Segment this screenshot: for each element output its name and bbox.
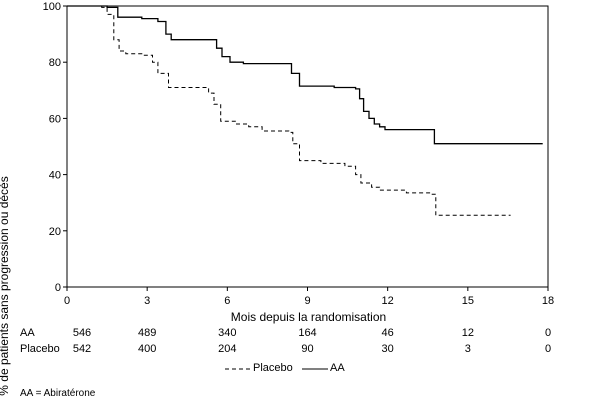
risk-value: 46: [381, 327, 394, 339]
risk-value: 489: [137, 327, 157, 339]
x-tick-label: 9: [304, 295, 310, 307]
x-tick-label: 15: [462, 295, 474, 307]
risk-value: 546: [72, 327, 92, 339]
x-tick-label: 3: [144, 295, 150, 307]
footnote: AA = Abiratérone: [20, 388, 96, 399]
risk-row-aa: AA 546 489 340 164 46 12 0: [0, 327, 603, 341]
risk-row-label: Placebo: [20, 343, 60, 355]
risk-row-label: AA: [20, 327, 35, 339]
y-tick-label: 20: [49, 226, 61, 238]
y-tick-label: 40: [49, 170, 61, 182]
legend-label-aa: AA: [330, 362, 345, 374]
risk-value: 3: [464, 343, 471, 355]
plot-frame: [66, 5, 549, 288]
series-line-placebo: [67, 5, 511, 216]
y-tick-label: 100: [43, 1, 61, 13]
risk-row-placebo: Placebo 542 400 204 90 30 3 0: [0, 343, 603, 357]
x-tick-label: 18: [542, 295, 554, 307]
y-axis-ticks: 0 20 40 60 80 100: [43, 1, 67, 294]
legend-label-placebo: Placebo: [253, 362, 293, 374]
risk-value: 0: [544, 343, 552, 355]
x-axis-ticks: 0 3 6 9 12 15 18: [64, 287, 554, 307]
y-tick-label: 80: [49, 57, 61, 69]
y-tick-label: 0: [55, 282, 61, 294]
risk-value: 12: [461, 327, 474, 339]
risk-value: 542: [72, 343, 92, 355]
series-line-aa: [67, 5, 543, 145]
risk-value: 0: [544, 327, 552, 339]
x-axis-label: Mois depuis la randomisation: [230, 310, 387, 324]
legend-swatch-placebo: [225, 368, 251, 370]
survival-curves: [67, 5, 543, 216]
y-axis-label: % de patients sans progression ou décès: [0, 176, 11, 395]
risk-value: 30: [381, 343, 394, 355]
legend-swatch-aa: [302, 368, 328, 370]
x-tick-label: 12: [382, 295, 394, 307]
km-chart: 0 3 6 9 12 15 18 0 20 40 60 80 100: [43, 1, 554, 307]
y-tick-label: 60: [49, 113, 61, 125]
x-axis-label-wrap: Mois depuis la randomisation: [0, 310, 603, 324]
x-tick-label: 0: [64, 295, 70, 307]
risk-value: 204: [218, 343, 237, 355]
risk-value: 340: [218, 327, 237, 339]
x-tick-label: 6: [224, 295, 230, 307]
risk-value: 90: [301, 343, 314, 355]
risk-value: 164: [298, 327, 317, 339]
risk-value: 400: [137, 343, 157, 355]
